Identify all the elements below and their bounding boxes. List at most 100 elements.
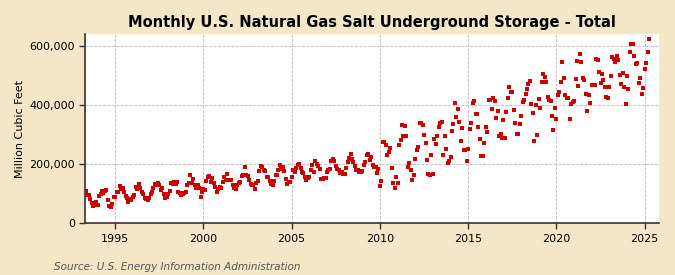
- Point: [439, 134, 450, 139]
- Point: [204, 174, 215, 179]
- Point: [391, 175, 402, 180]
- Point: [562, 96, 572, 100]
- Point: [583, 93, 594, 97]
- Point: [529, 138, 540, 143]
- Point: [144, 196, 155, 200]
- Point: [425, 173, 435, 177]
- Point: [139, 196, 150, 200]
- Point: [257, 165, 268, 169]
- Point: [511, 132, 522, 136]
- Point: [282, 182, 293, 186]
- Point: [364, 158, 375, 162]
- Point: [541, 80, 551, 84]
- Point: [252, 179, 263, 183]
- Point: [589, 83, 600, 87]
- Point: [639, 66, 650, 71]
- Point: [333, 168, 344, 172]
- Point: [566, 102, 576, 106]
- Point: [526, 102, 537, 106]
- Point: [642, 50, 653, 54]
- Point: [270, 173, 281, 177]
- Point: [241, 173, 252, 177]
- Point: [567, 100, 578, 104]
- Point: [157, 186, 167, 191]
- Point: [78, 198, 88, 203]
- Point: [411, 148, 422, 153]
- Point: [338, 172, 348, 177]
- Point: [182, 183, 192, 187]
- Point: [498, 118, 509, 122]
- Point: [304, 175, 315, 179]
- Point: [219, 175, 230, 179]
- Point: [626, 42, 637, 46]
- Point: [261, 174, 272, 179]
- Point: [225, 178, 236, 182]
- Point: [549, 106, 560, 110]
- Point: [574, 52, 585, 56]
- Point: [608, 57, 619, 61]
- Point: [473, 124, 484, 129]
- Point: [538, 72, 549, 76]
- Point: [295, 166, 306, 170]
- Point: [260, 169, 271, 173]
- Point: [176, 192, 187, 197]
- Point: [516, 113, 526, 118]
- Point: [417, 123, 428, 127]
- Point: [552, 92, 563, 97]
- Point: [435, 121, 446, 125]
- Point: [288, 167, 298, 172]
- Point: [489, 98, 500, 103]
- Point: [346, 157, 357, 162]
- Point: [302, 176, 313, 180]
- Point: [644, 37, 655, 41]
- Point: [491, 115, 502, 120]
- Point: [227, 183, 238, 188]
- Point: [220, 178, 231, 183]
- Point: [542, 95, 553, 99]
- Point: [634, 76, 645, 80]
- Point: [464, 127, 475, 131]
- Point: [89, 203, 100, 208]
- Point: [305, 168, 316, 172]
- Point: [207, 175, 217, 180]
- Point: [369, 164, 379, 169]
- Point: [613, 58, 624, 62]
- Point: [504, 84, 515, 89]
- Point: [135, 185, 146, 190]
- Point: [479, 141, 490, 145]
- Point: [85, 197, 96, 202]
- Point: [74, 199, 85, 204]
- Point: [395, 138, 406, 142]
- Point: [326, 159, 337, 163]
- Point: [185, 172, 196, 177]
- Point: [630, 62, 641, 66]
- Point: [610, 60, 620, 64]
- Point: [113, 190, 124, 194]
- Point: [406, 168, 416, 172]
- Point: [316, 177, 327, 181]
- Point: [196, 190, 207, 194]
- Point: [104, 203, 115, 208]
- Point: [99, 189, 110, 193]
- Point: [375, 184, 385, 188]
- Point: [148, 186, 159, 190]
- Point: [244, 178, 254, 182]
- Point: [410, 156, 421, 161]
- Point: [317, 177, 328, 181]
- Point: [271, 173, 282, 177]
- Point: [111, 190, 122, 194]
- Point: [269, 179, 279, 183]
- Point: [115, 187, 126, 191]
- Point: [601, 95, 612, 99]
- Point: [523, 82, 534, 86]
- Point: [167, 182, 178, 186]
- Point: [348, 160, 359, 164]
- Point: [151, 183, 162, 187]
- Point: [579, 78, 590, 83]
- Point: [119, 190, 130, 194]
- Point: [486, 107, 497, 111]
- Point: [591, 57, 601, 62]
- Point: [117, 185, 128, 190]
- Point: [426, 153, 437, 157]
- Point: [598, 78, 609, 82]
